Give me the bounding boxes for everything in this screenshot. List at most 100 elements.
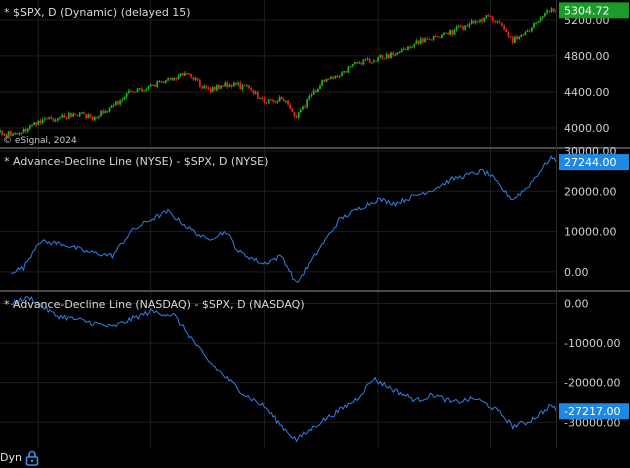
candle bbox=[141, 86, 143, 93]
candle bbox=[419, 36, 422, 46]
candle bbox=[289, 102, 292, 111]
candle bbox=[224, 80, 227, 88]
candle bbox=[252, 89, 255, 96]
series-line bbox=[10, 295, 557, 443]
candle bbox=[74, 113, 77, 116]
candle bbox=[14, 131, 17, 136]
candle bbox=[341, 71, 343, 77]
candle bbox=[413, 43, 416, 49]
candle bbox=[54, 118, 57, 123]
candle bbox=[76, 114, 79, 117]
series-line bbox=[11, 155, 557, 283]
candle bbox=[505, 27, 508, 33]
candle bbox=[237, 80, 240, 87]
candle bbox=[26, 127, 29, 134]
candle bbox=[518, 35, 521, 40]
last-value-label: 5304.72 bbox=[564, 4, 610, 17]
candle bbox=[169, 77, 172, 81]
candle bbox=[287, 99, 289, 107]
candle bbox=[9, 129, 12, 137]
candle bbox=[377, 56, 379, 64]
candle bbox=[228, 83, 231, 88]
candle bbox=[138, 87, 141, 91]
candle bbox=[472, 19, 475, 25]
y-tick-label: 4400.00 bbox=[564, 86, 610, 99]
candle bbox=[61, 113, 64, 119]
candle bbox=[203, 84, 206, 89]
candle bbox=[312, 88, 315, 95]
candle bbox=[230, 83, 233, 89]
watermark-text: © eSignal, 2024 bbox=[3, 136, 77, 146]
candle bbox=[91, 116, 94, 121]
candle bbox=[334, 75, 337, 80]
candle bbox=[272, 98, 274, 104]
candle bbox=[43, 116, 46, 122]
candle bbox=[356, 61, 358, 64]
candle bbox=[375, 60, 377, 62]
candle bbox=[226, 81, 229, 90]
candle bbox=[37, 120, 40, 126]
candle bbox=[522, 33, 525, 36]
candle bbox=[409, 45, 411, 50]
candle bbox=[149, 83, 152, 88]
candle bbox=[112, 103, 115, 108]
candle bbox=[332, 75, 335, 80]
candle bbox=[65, 116, 68, 120]
candle bbox=[453, 28, 456, 36]
candle bbox=[245, 83, 248, 88]
candle bbox=[351, 63, 354, 68]
candle bbox=[7, 130, 10, 137]
candle bbox=[145, 87, 148, 92]
last-value-badge: -27217.00 bbox=[559, 403, 629, 420]
pane-3: 0.00 -10000.00 -20000.00 -30000.00 * Advance… bbox=[0, 292, 629, 448]
candle bbox=[368, 57, 371, 64]
candle bbox=[394, 52, 397, 56]
candle bbox=[196, 77, 199, 82]
candle bbox=[291, 107, 294, 113]
candle bbox=[41, 117, 44, 125]
padlock-icon[interactable] bbox=[25, 450, 39, 466]
candle bbox=[321, 79, 324, 87]
candle bbox=[186, 72, 188, 76]
candle bbox=[385, 51, 388, 60]
candle bbox=[445, 32, 447, 34]
candle bbox=[470, 18, 473, 25]
candle bbox=[12, 132, 14, 137]
candle bbox=[201, 85, 203, 90]
candle bbox=[379, 53, 382, 59]
candle bbox=[500, 21, 503, 27]
candle bbox=[108, 106, 111, 113]
candle bbox=[106, 110, 109, 114]
candle bbox=[46, 116, 48, 120]
last-value-label: 27244.00 bbox=[564, 156, 617, 169]
candle bbox=[102, 108, 105, 115]
candle bbox=[372, 58, 375, 63]
candle bbox=[466, 23, 469, 27]
candle bbox=[143, 89, 146, 92]
y-tick-label: 0.00 bbox=[564, 297, 589, 310]
candle bbox=[520, 33, 523, 39]
candle bbox=[256, 89, 259, 100]
candle bbox=[198, 78, 201, 89]
last-value-badge: 27244.00 bbox=[559, 154, 629, 171]
candle bbox=[323, 79, 326, 83]
candle bbox=[447, 31, 449, 35]
candle bbox=[441, 33, 443, 39]
dynamic-mode-label[interactable]: Dyn bbox=[0, 451, 22, 464]
candle bbox=[531, 26, 533, 33]
candle bbox=[319, 83, 321, 90]
candle bbox=[455, 24, 458, 32]
candle bbox=[434, 34, 437, 38]
candle bbox=[548, 10, 551, 13]
candle bbox=[194, 76, 197, 82]
candle bbox=[362, 58, 365, 66]
candle bbox=[209, 86, 212, 95]
candle bbox=[415, 38, 418, 45]
candle bbox=[232, 81, 235, 87]
candle bbox=[20, 132, 23, 136]
candle bbox=[404, 47, 407, 51]
